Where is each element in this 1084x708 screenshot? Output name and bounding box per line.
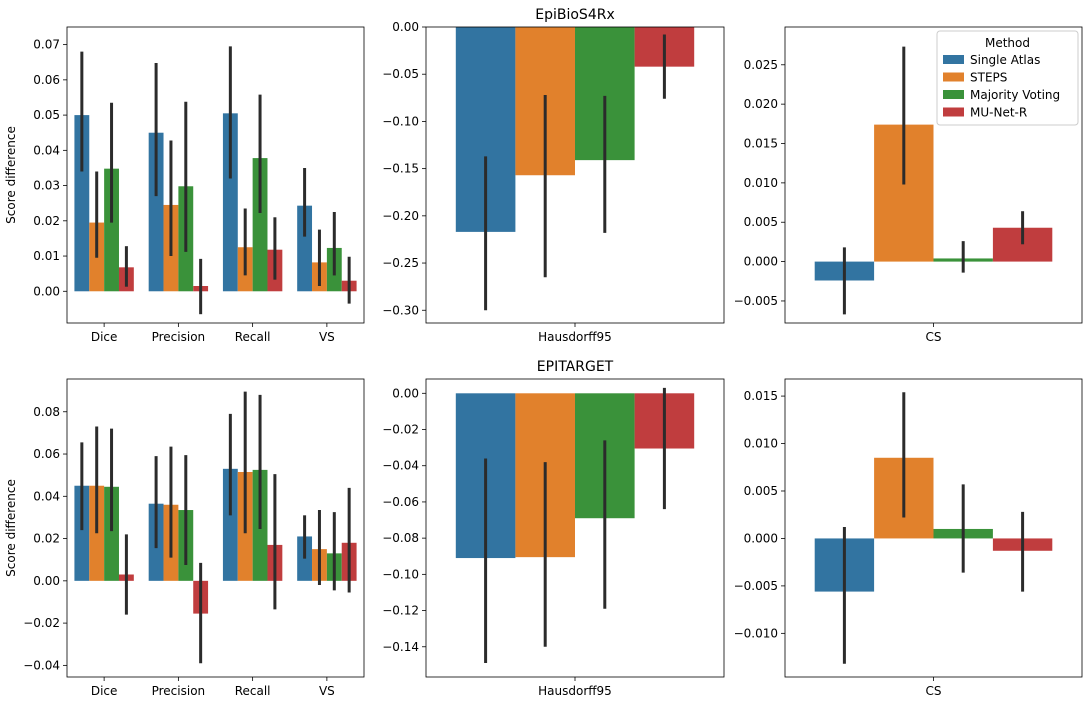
x-tick-label-precision: Precision [152, 330, 206, 344]
legend-label-single-atlas: Single Atlas [970, 53, 1040, 67]
y-tick-label: 0.00 [33, 574, 60, 588]
bar-majority-voting-recall [252, 158, 268, 292]
y-tick-label: −0.02 [382, 423, 419, 437]
chart-title: EpiBioS4Rx [535, 7, 615, 23]
bar-single-atlas-dice [74, 485, 90, 581]
x-tick-label-vs: VS [319, 684, 335, 698]
y-tick-label: 0.06 [33, 447, 60, 461]
y-axis-label: Score difference [4, 479, 18, 577]
legend-label-mu-net-r: MU-Net-R [970, 106, 1027, 120]
chart-panel-4: Dice Precision Recall VS −0.04 −0.02 0.00 0.02 0… [4, 378, 365, 698]
y-tick-label: −0.04 [23, 658, 60, 672]
x-tick-label-precision: Precision [152, 684, 206, 698]
y-tick-label: −0.005 [734, 579, 778, 593]
y-tick-label: −0.05 [382, 67, 419, 81]
axes-frame [425, 378, 725, 678]
y-tick-label: 0.02 [33, 532, 60, 546]
y-tick-label: 0.04 [33, 489, 60, 503]
y-tick-label: 0.00 [392, 20, 419, 34]
y-tick-label: 0.005 [744, 484, 778, 498]
legend-label-steps: STEPS [970, 71, 1007, 85]
y-tick-label: 0.020 [744, 97, 778, 111]
chart-panel-6: CS −0.010 −0.005 0.000 0.005 0.010 0.015 [734, 378, 1083, 698]
chart-panel-5: Hausdorff95 0.00 −0.02 −0.04 −0.06 −0.08 −0.10… [382, 359, 725, 698]
legend-swatch-steps [943, 72, 964, 82]
y-tick-label: −0.10 [382, 114, 419, 128]
y-tick-label: −0.06 [382, 495, 419, 509]
chart-panel-3: CS −0.005 0.000 0.005 0.010 0.015 0.020 0.025 [734, 26, 1083, 344]
y-tick-label: 0.00 [33, 284, 60, 298]
y-tick-label: 0.015 [744, 137, 778, 151]
axes-frame [66, 26, 365, 324]
y-tick-label: 0.07 [33, 38, 60, 52]
legend-swatch-single-atlas [943, 55, 964, 64]
x-tick-label-recall: Recall [235, 684, 271, 698]
y-tick-label: −0.10 [382, 567, 419, 581]
y-tick-label: 0.005 [744, 215, 778, 229]
axes-frame [784, 26, 1083, 324]
legend-label-majority-voting: Majority Voting [970, 88, 1060, 102]
legend: Method Single Atlas STEPS Majority Voting MU… [936, 30, 1079, 126]
y-tick-label: 0.000 [744, 255, 778, 269]
y-tick-label: 0.01 [33, 249, 60, 263]
chart-title: EPITARGET [537, 359, 614, 375]
bar-single-atlas-vs [297, 205, 313, 292]
legend-swatch-mu-net-r [943, 107, 964, 117]
y-tick-label: 0.025 [744, 58, 778, 72]
y-axis-label: Score difference [4, 126, 18, 224]
y-tick-label: 0.000 [744, 531, 778, 545]
x-tick-label-dice: Dice [91, 684, 118, 698]
legend-box [936, 30, 1079, 126]
y-tick-label: 0.04 [33, 143, 60, 157]
axes-frame [425, 26, 725, 324]
y-tick-label: −0.25 [382, 256, 419, 270]
y-tick-label: −0.005 [734, 294, 778, 308]
axes-frame [784, 378, 1083, 678]
y-tick-label: 0.00 [392, 386, 419, 400]
bar-majority-voting-dice [104, 486, 119, 581]
bar-steps-dice [89, 485, 105, 581]
y-tick-label: −0.20 [382, 209, 419, 223]
bar-single-atlas-recall [222, 468, 238, 581]
y-tick-label: 0.06 [33, 73, 60, 87]
legend-swatch-majority-voting [943, 90, 964, 99]
y-tick-label: −0.30 [382, 303, 419, 317]
y-tick-label: −0.04 [382, 459, 419, 473]
x-tick-label-cs: CS [926, 330, 942, 344]
y-tick-label: 0.03 [33, 179, 60, 193]
chart-panel-1: Dice Precision Recall VS 0.00 0.01 0.02 0.03 0.0… [4, 26, 365, 344]
y-tick-label: 0.015 [744, 389, 778, 403]
x-tick-label-recall: Recall [235, 330, 271, 344]
bar-single-atlas-dice [74, 115, 90, 292]
y-tick-label: −0.15 [382, 162, 419, 176]
y-tick-label: −0.010 [734, 626, 778, 640]
x-tick-label-cs: CS [926, 684, 942, 698]
y-tick-label: −0.14 [382, 640, 419, 654]
legend-title: Method [985, 36, 1030, 50]
bar-majority-voting-dice [104, 168, 119, 292]
y-tick-label: 0.010 [744, 176, 778, 190]
y-tick-label: −0.12 [382, 604, 419, 618]
y-tick-label: 0.08 [33, 405, 60, 419]
x-tick-label-dice: Dice [91, 330, 118, 344]
x-tick-label-vs: VS [319, 330, 335, 344]
y-tick-label: −0.02 [23, 616, 60, 630]
bar-single-atlas-precision [148, 132, 164, 292]
axes-frame [66, 378, 365, 678]
y-tick-label: −0.08 [382, 531, 419, 545]
x-tick-label-hausdorff95: Hausdorff95 [538, 330, 612, 344]
chart-panel-2: Hausdorff95 0.00 −0.05 −0.10 −0.15 −0.20 −0.25… [382, 7, 725, 344]
x-tick-label-hausdorff95: Hausdorff95 [538, 684, 612, 698]
bar-single-atlas-recall [222, 113, 238, 292]
y-tick-label: 0.05 [33, 108, 60, 122]
y-tick-label: 0.02 [33, 214, 60, 228]
y-tick-label: 0.010 [744, 437, 778, 451]
